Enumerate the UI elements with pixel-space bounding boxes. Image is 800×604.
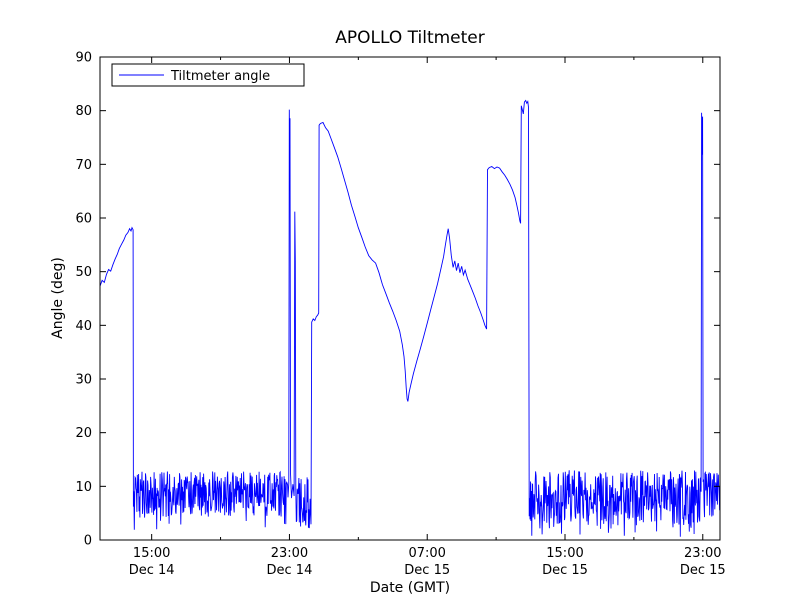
y-tick-label: 70: [75, 158, 92, 173]
axes-border: [99, 56, 721, 541]
y-tick-label: 20: [75, 426, 92, 441]
y-tick-label: 0: [84, 534, 92, 549]
y-tick-label: 90: [75, 51, 92, 66]
x-tick-date-label: Dec 15: [542, 563, 588, 578]
x-axis-label: Date (GMT): [370, 580, 450, 596]
x-tick-date-label: Dec 14: [267, 563, 313, 578]
tick-labels: 0 10 20 30 40 50 60 70 80 90 15:00 Dec 14 23:00 Dec 1…: [75, 51, 725, 579]
legend: Tiltmeter angle: [111, 63, 305, 87]
x-tick-time-label: 15:00: [546, 546, 583, 561]
x-tick-date-label: Dec 14: [129, 563, 175, 578]
x-tick-date-label: Dec 15: [680, 563, 726, 578]
y-tick-label: 50: [75, 265, 92, 280]
y-tick-label: 60: [75, 212, 92, 227]
x-tick-time-label: 23:00: [684, 546, 721, 561]
x-tick-time-label: 15:00: [133, 546, 170, 561]
x-tick-time-label: 23:00: [271, 546, 308, 561]
y-tick-label: 10: [75, 480, 92, 495]
data-line: [99, 99, 721, 537]
plot-area: [100, 57, 720, 540]
y-axis-label: Angle (deg): [50, 257, 66, 339]
legend-label: Tiltmeter angle: [170, 69, 270, 84]
x-tick-time-label: 07:00: [408, 546, 445, 561]
chart-title: APOLLO Tiltmeter: [335, 28, 485, 48]
legend-box: [111, 63, 305, 87]
y-tick-label: 40: [75, 319, 92, 334]
x-tick-date-label: Dec 15: [404, 563, 450, 578]
y-tick-label: 80: [75, 104, 92, 119]
y-tick-label: 30: [75, 373, 92, 388]
